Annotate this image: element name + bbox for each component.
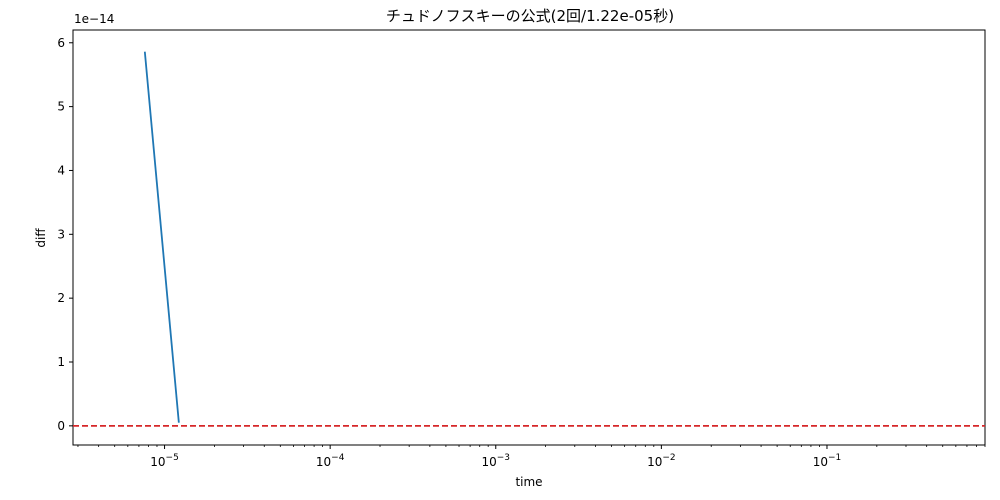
series-line <box>143 51 180 423</box>
x-tick-label: 10−1 <box>813 453 842 469</box>
y-tick-label: 3 <box>57 227 65 241</box>
y-tick-label: 2 <box>57 291 65 305</box>
y-axis-ticks: 0 1 2 3 4 5 6 <box>57 36 73 433</box>
y-axis-label: diff <box>34 228 48 248</box>
x-tick-label: 10−3 <box>481 453 510 469</box>
plot-area <box>72 29 986 446</box>
x-axis-label: time <box>515 475 542 489</box>
x-axis-ticks: 10−5 10−4 10−3 10−2 10−1 <box>150 445 841 469</box>
chart-title: チュドノフスキーの公式(2回/1.22e-05秒) <box>386 7 674 25</box>
y-tick-label: 6 <box>57 36 65 50</box>
x-tick-label: 10−2 <box>647 453 676 469</box>
x-minor-ticks <box>77 445 986 447</box>
x-tick-label: 10−5 <box>150 453 179 469</box>
y-multiplier-label: 1e−14 <box>74 12 114 26</box>
y-tick-label: 0 <box>57 419 65 433</box>
y-tick-label: 5 <box>57 100 65 114</box>
series-group <box>143 51 180 423</box>
x-tick-label: 10−4 <box>316 453 345 469</box>
y-tick-label: 1 <box>57 355 65 369</box>
y-tick-label: 4 <box>57 163 65 177</box>
